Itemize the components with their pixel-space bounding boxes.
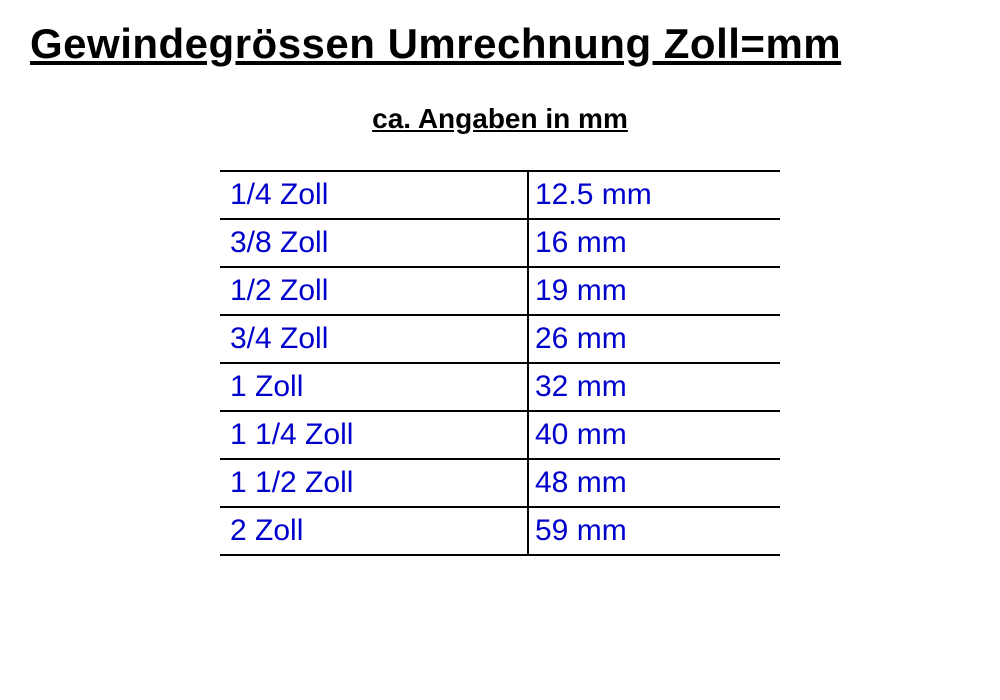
table-row: 3/8 Zoll 16 mm bbox=[220, 219, 780, 267]
cell-mm: 19 mm bbox=[528, 267, 780, 315]
table-wrapper: 1/4 Zoll 12.5 mm 3/8 Zoll 16 mm 1/2 Zoll… bbox=[30, 170, 970, 556]
table-row: 3/4 Zoll 26 mm bbox=[220, 315, 780, 363]
cell-zoll: 3/4 Zoll bbox=[220, 315, 528, 363]
page-subtitle: ca. Angaben in mm bbox=[30, 103, 970, 135]
cell-zoll: 1 1/4 Zoll bbox=[220, 411, 528, 459]
cell-mm: 40 mm bbox=[528, 411, 780, 459]
table-body: 1/4 Zoll 12.5 mm 3/8 Zoll 16 mm 1/2 Zoll… bbox=[220, 171, 780, 555]
cell-mm: 12.5 mm bbox=[528, 171, 780, 219]
cell-mm: 26 mm bbox=[528, 315, 780, 363]
cell-mm: 48 mm bbox=[528, 459, 780, 507]
page-title: Gewindegrössen Umrechnung Zoll=mm bbox=[30, 20, 970, 68]
table-row: 1 Zoll 32 mm bbox=[220, 363, 780, 411]
cell-mm: 32 mm bbox=[528, 363, 780, 411]
cell-zoll: 3/8 Zoll bbox=[220, 219, 528, 267]
cell-mm: 16 mm bbox=[528, 219, 780, 267]
table-row: 1 1/2 Zoll 48 mm bbox=[220, 459, 780, 507]
table-row: 2 Zoll 59 mm bbox=[220, 507, 780, 555]
conversion-table: 1/4 Zoll 12.5 mm 3/8 Zoll 16 mm 1/2 Zoll… bbox=[220, 170, 780, 556]
cell-zoll: 1 1/2 Zoll bbox=[220, 459, 528, 507]
cell-zoll: 1/4 Zoll bbox=[220, 171, 528, 219]
table-row: 1/2 Zoll 19 mm bbox=[220, 267, 780, 315]
table-row: 1/4 Zoll 12.5 mm bbox=[220, 171, 780, 219]
table-row: 1 1/4 Zoll 40 mm bbox=[220, 411, 780, 459]
cell-zoll: 2 Zoll bbox=[220, 507, 528, 555]
cell-zoll: 1/2 Zoll bbox=[220, 267, 528, 315]
cell-mm: 59 mm bbox=[528, 507, 780, 555]
cell-zoll: 1 Zoll bbox=[220, 363, 528, 411]
